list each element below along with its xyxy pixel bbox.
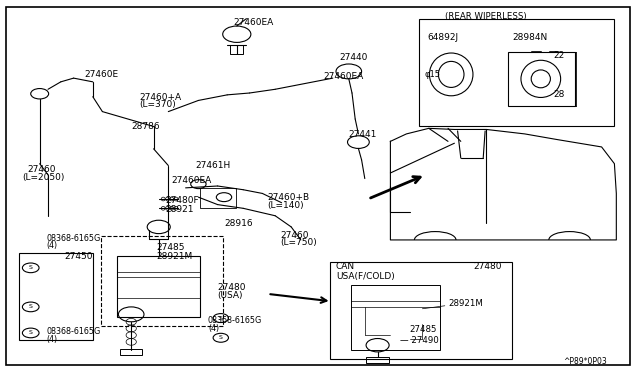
Text: S: S	[219, 315, 223, 321]
Bar	[200, 188, 236, 208]
Bar	[508, 52, 575, 106]
Text: 27460+A: 27460+A	[140, 93, 182, 102]
Text: 27460EA: 27460EA	[234, 18, 274, 27]
Text: 22: 22	[554, 51, 565, 60]
Text: 08368-6165G: 08368-6165G	[46, 234, 100, 243]
Text: 28916: 28916	[224, 219, 253, 228]
Text: (REAR WIPERLESS): (REAR WIPERLESS)	[445, 12, 527, 21]
Text: (L=140): (L=140)	[268, 201, 304, 210]
Text: 28984N: 28984N	[512, 33, 547, 42]
Text: 28921M: 28921M	[448, 299, 483, 308]
Text: 27485: 27485	[410, 325, 437, 334]
Text: S: S	[29, 330, 33, 336]
Text: 27480F: 27480F	[165, 196, 199, 205]
Bar	[419, 19, 614, 126]
Text: 28786: 28786	[131, 122, 160, 131]
Text: ^P89*0P03: ^P89*0P03	[563, 357, 607, 366]
Text: 27480: 27480	[474, 262, 502, 271]
Text: (4): (4)	[46, 335, 57, 344]
Text: S: S	[219, 335, 223, 340]
Text: 28921: 28921	[165, 205, 194, 214]
Text: (USA): (USA)	[218, 291, 243, 300]
Bar	[117, 256, 200, 317]
Text: S: S	[29, 304, 33, 310]
Text: 27460: 27460	[280, 231, 309, 240]
Text: USA(F/COLD): USA(F/COLD)	[336, 272, 395, 280]
Bar	[351, 285, 440, 350]
Text: 27450: 27450	[64, 252, 93, 261]
Text: 27480: 27480	[218, 283, 246, 292]
Text: 28921M: 28921M	[157, 252, 193, 261]
Bar	[19, 253, 93, 340]
Text: 27460EA: 27460EA	[323, 72, 364, 81]
Text: (L=370): (L=370)	[140, 100, 176, 109]
Text: (L=2050): (L=2050)	[22, 173, 65, 182]
Text: S: S	[29, 265, 33, 270]
Text: (L=750): (L=750)	[280, 238, 317, 247]
Bar	[230, 45, 243, 54]
Bar	[330, 262, 512, 359]
Text: 27460+B: 27460+B	[268, 193, 310, 202]
Text: 27460: 27460	[27, 165, 56, 174]
Text: 27460E: 27460E	[84, 70, 118, 79]
Text: CAN: CAN	[336, 262, 355, 271]
Text: (4): (4)	[46, 241, 57, 250]
Text: (4): (4)	[208, 324, 219, 333]
Bar	[101, 236, 223, 326]
Text: φ15: φ15	[424, 70, 440, 79]
Text: 08368-6165G: 08368-6165G	[208, 316, 262, 325]
Text: 27441: 27441	[349, 130, 377, 139]
Text: — 27490: — 27490	[400, 336, 439, 345]
Bar	[120, 349, 142, 355]
Text: 27461H: 27461H	[195, 161, 230, 170]
Text: 27460EA: 27460EA	[172, 176, 212, 185]
Text: 27485: 27485	[157, 243, 186, 252]
Text: 28: 28	[554, 90, 565, 99]
Bar	[366, 357, 389, 363]
Text: 08368-6165G: 08368-6165G	[46, 327, 100, 336]
Text: 64892J: 64892J	[427, 33, 458, 42]
Text: 27440: 27440	[339, 53, 367, 62]
